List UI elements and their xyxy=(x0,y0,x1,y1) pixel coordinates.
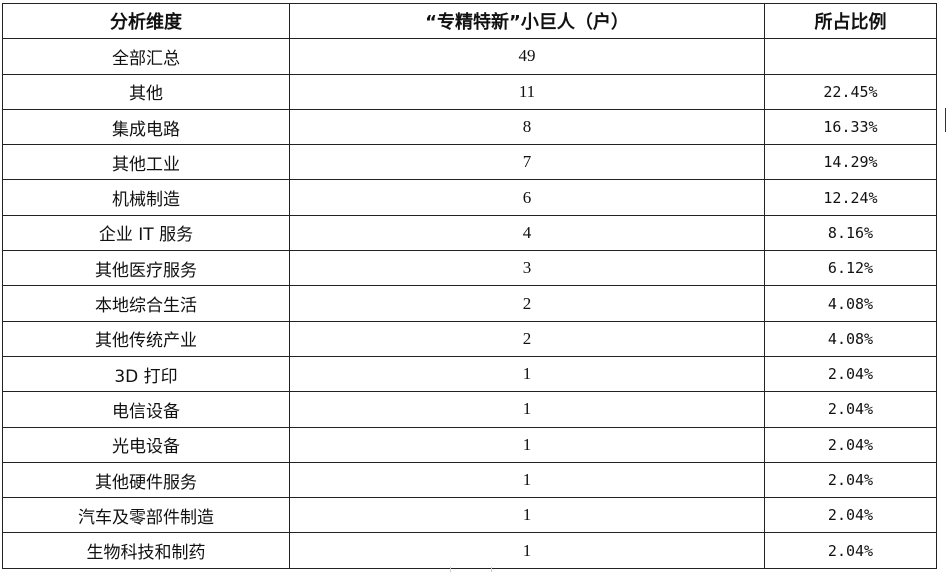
cell-dimension: 机械制造 xyxy=(2,179,290,216)
bottom-tab-edge xyxy=(450,567,492,572)
cell-count: 7 xyxy=(289,144,765,181)
table-row: 机械制造 6 12.24% xyxy=(2,179,937,216)
cell-ratio: 4.08% xyxy=(764,320,937,357)
cell-count: 8 xyxy=(289,108,765,146)
cell-ratio: 14.29% xyxy=(764,144,937,181)
cell-ratio: 2.04% xyxy=(764,355,937,393)
cell-ratio: 2.04% xyxy=(764,461,937,499)
cell-dimension: 企业 IT 服务 xyxy=(2,214,290,252)
cell-dimension: 3D 打印 xyxy=(2,355,290,393)
table-row: 全部汇总 49 xyxy=(2,38,937,75)
cell-dimension: 汽车及零部件制造 xyxy=(2,497,290,534)
table-row: 其他硬件服务 1 2.04% xyxy=(2,461,937,499)
cell-dimension: 其他 xyxy=(2,73,290,110)
cell-count: 4 xyxy=(289,214,765,252)
cell-count: 1 xyxy=(289,532,765,569)
cursor-line xyxy=(945,108,946,132)
cell-count: 3 xyxy=(289,250,765,287)
cell-ratio: 2.04% xyxy=(764,391,937,428)
cell-ratio xyxy=(764,38,937,75)
table-row: 生物科技和制药 1 2.04% xyxy=(2,532,937,569)
table-row: 电信设备 1 2.04% xyxy=(2,391,937,428)
header-ratio: 所占比例 xyxy=(764,2,937,40)
cell-ratio: 6.12% xyxy=(764,250,937,287)
cell-count: 49 xyxy=(289,38,765,75)
cell-dimension: 其他工业 xyxy=(2,144,290,181)
cell-ratio: 12.24% xyxy=(764,179,937,216)
cell-count: 1 xyxy=(289,391,765,428)
cell-dimension: 光电设备 xyxy=(2,426,290,463)
cell-ratio: 2.04% xyxy=(764,497,937,534)
cell-ratio: 22.45% xyxy=(764,73,937,110)
cell-dimension: 本地综合生活 xyxy=(2,285,290,322)
header-row: 分析维度 “专精特新”小巨人（户） 所占比例 xyxy=(2,2,937,40)
header-dimension: 分析维度 xyxy=(2,2,290,40)
cell-count: 1 xyxy=(289,426,765,463)
table-row: 其他医疗服务 3 6.12% xyxy=(2,250,937,287)
cell-ratio: 4.08% xyxy=(764,285,937,322)
cell-dimension: 电信设备 xyxy=(2,391,290,428)
cell-dimension: 生物科技和制药 xyxy=(2,532,290,569)
table-row: 其他传统产业 2 4.08% xyxy=(2,320,937,357)
table-row: 集成电路 8 16.33% xyxy=(2,108,937,146)
cell-ratio: 2.04% xyxy=(764,426,937,463)
table-row: 汽车及零部件制造 1 2.04% xyxy=(2,497,937,534)
cell-dimension: 其他硬件服务 xyxy=(2,461,290,499)
cell-count: 2 xyxy=(289,320,765,357)
table-row: 本地综合生活 2 4.08% xyxy=(2,285,937,322)
cell-dimension: 集成电路 xyxy=(2,108,290,146)
cell-count: 1 xyxy=(289,461,765,499)
cell-count: 11 xyxy=(289,73,765,110)
data-table: 分析维度 “专精特新”小巨人（户） 所占比例 全部汇总 49 其他 11 22.45% 集… xyxy=(2,2,937,569)
cell-dimension: 全部汇总 xyxy=(2,38,290,75)
table-row: 光电设备 1 2.04% xyxy=(2,426,937,463)
cell-dimension: 其他医疗服务 xyxy=(2,250,290,287)
table-row: 其他工业 7 14.29% xyxy=(2,144,937,181)
cell-count: 1 xyxy=(289,355,765,393)
cell-count: 2 xyxy=(289,285,765,322)
cell-count: 1 xyxy=(289,497,765,534)
cell-count: 6 xyxy=(289,179,765,216)
cell-ratio: 8.16% xyxy=(764,214,937,252)
table-row: 3D 打印 1 2.04% xyxy=(2,355,937,393)
header-count: “专精特新”小巨人（户） xyxy=(289,2,765,40)
table-row: 其他 11 22.45% xyxy=(2,73,937,110)
cell-ratio: 16.33% xyxy=(764,108,937,146)
cell-ratio: 2.04% xyxy=(764,532,937,569)
cell-dimension: 其他传统产业 xyxy=(2,320,290,357)
table-row: 企业 IT 服务 4 8.16% xyxy=(2,214,937,252)
